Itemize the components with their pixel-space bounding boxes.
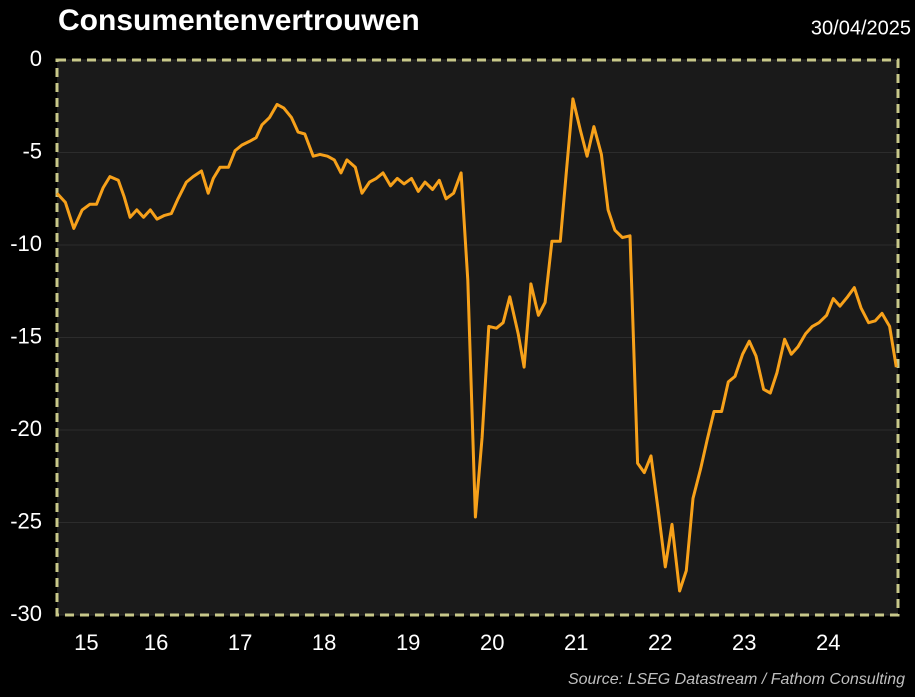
x-tick-label: 17 [228,630,252,655]
source: Source: LSEG Datastream / Fathom Consult… [568,671,905,688]
y-tick-label: -5 [22,138,42,163]
x-tick-label: 24 [816,630,840,655]
x-tick-label: 18 [312,630,336,655]
y-tick-label: -20 [10,416,42,441]
x-tick-label: 19 [396,630,420,655]
x-tick-label: 15 [74,630,98,655]
data-line [55,97,898,593]
plot-border [55,58,900,617]
x-tick-label: 21 [564,630,588,655]
y-tick-label: -15 [10,323,42,348]
chart-date: 30/04/2025 [811,17,911,39]
x-tick-label: 16 [144,630,168,655]
x-tick-label: 20 [480,630,504,655]
y-tick-label: 0 [30,46,42,71]
y-tick-label: -25 [10,508,42,533]
y-tick-label: -10 [10,231,42,256]
y-tick-label: -30 [10,601,42,626]
chart-title: Consumentenvertrouwen [58,4,420,37]
x-tick-label: 22 [648,630,672,655]
x-tick-label: 23 [732,630,756,655]
